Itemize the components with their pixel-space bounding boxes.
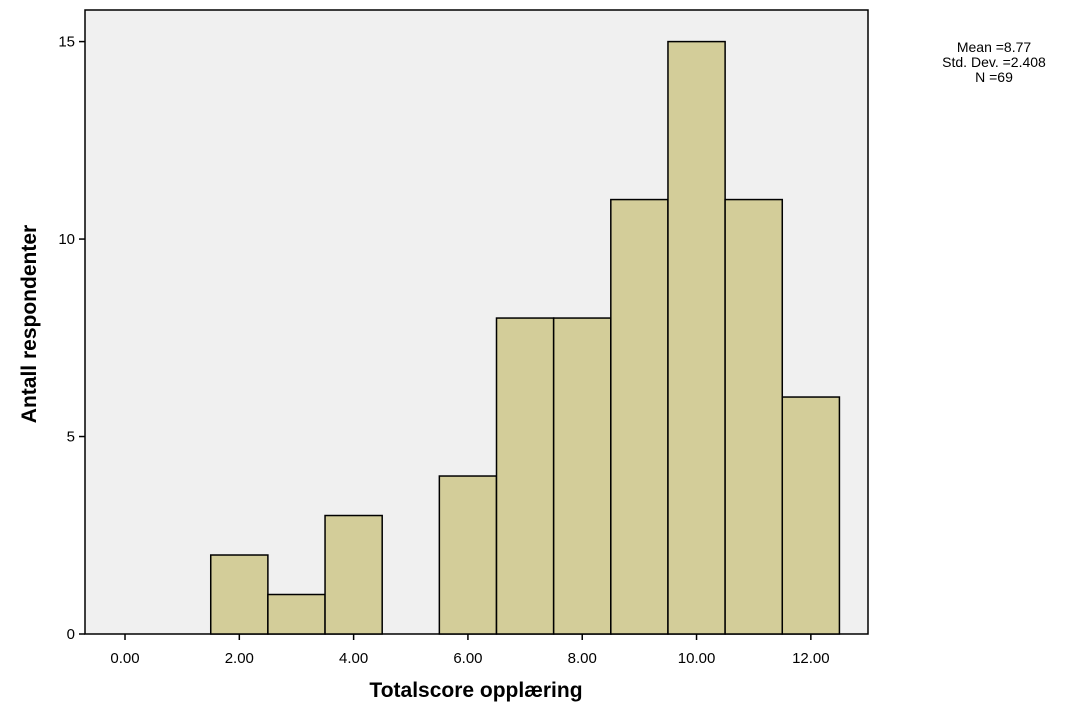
histogram-bar <box>610 198 669 635</box>
x-tick-label: 6.00 <box>453 650 482 667</box>
y-tick-label: 5 <box>67 429 75 446</box>
x-tick-label: 8.00 <box>568 650 597 667</box>
y-tick-label: 0 <box>67 626 75 643</box>
bars <box>209 40 841 635</box>
x-tick-label: 2.00 <box>225 650 254 667</box>
histogram-bar <box>209 554 269 635</box>
y-tick-label: 10 <box>58 231 75 248</box>
x-tick-label: 12.00 <box>792 650 830 667</box>
histogram-bar <box>552 317 612 635</box>
histogram-bar <box>495 317 555 635</box>
axis-ticks: 0.00 2.00 4.00 6.00 8.00 10.00 12.00 0 5 10 15 <box>58 34 829 667</box>
x-tick-label: 4.00 <box>339 650 368 667</box>
stats-std-dev: Std. Dev. =2.408 <box>942 54 1046 70</box>
histogram-bar <box>724 198 784 635</box>
histogram-bar <box>324 514 383 635</box>
histogram-bar <box>267 593 326 635</box>
histogram-bar <box>667 40 726 635</box>
y-axis-title: Antall respondenter <box>18 225 41 423</box>
stats-mean: Mean =8.77 <box>957 39 1032 55</box>
stats-n: N =69 <box>975 69 1013 85</box>
x-axis-title: Totalscore opplæring <box>369 679 582 702</box>
x-tick-label: 10.00 <box>678 650 716 667</box>
histogram-bar <box>438 475 498 635</box>
y-tick-label: 15 <box>58 34 75 51</box>
x-tick-label: 0.00 <box>110 650 139 667</box>
stats-box: Mean =8.77 Std. Dev. =2.408 N =69 <box>942 39 1046 85</box>
histogram-bar <box>781 396 841 635</box>
